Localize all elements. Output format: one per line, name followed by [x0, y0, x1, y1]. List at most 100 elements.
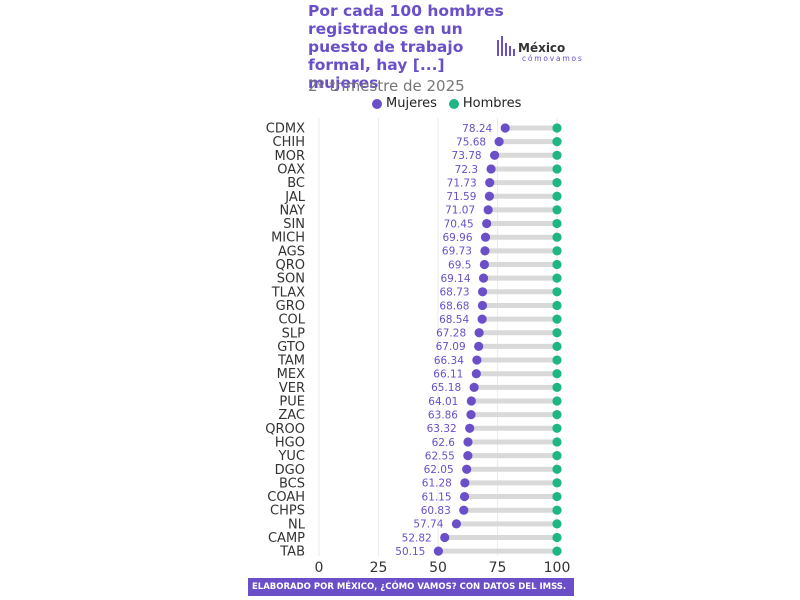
x-tick-label: 0 [315, 560, 324, 576]
x-tick-label: 100 [544, 560, 571, 576]
mujeres-value-label: 62.6 [432, 437, 456, 449]
mujeres-value-label: 64.01 [428, 396, 458, 408]
mujeres-value-label: 67.09 [436, 341, 466, 353]
logo-sub-text: cómovamos [522, 54, 584, 63]
hombres-point [552, 451, 562, 461]
mujeres-value-label: 66.34 [434, 355, 464, 367]
hombres-point [552, 464, 562, 474]
legend-swatch-hombres [448, 98, 459, 109]
hombres-point [552, 287, 562, 297]
hombres-point [552, 546, 562, 556]
state-label: HGO [275, 435, 305, 450]
hombres-point [552, 300, 562, 311]
hombres-point [552, 382, 562, 392]
mujeres-value-label: 50.15 [395, 546, 425, 558]
hombres-point [552, 191, 562, 201]
mujeres-value-label: 63.86 [428, 409, 458, 421]
hombres-point [552, 178, 562, 188]
state-label: CAMP [268, 531, 305, 546]
mujeres-value-label: 69.73 [442, 246, 472, 258]
hombres-point [552, 150, 562, 160]
mujeres-value-label: 78.24 [462, 123, 492, 135]
hombres-point [552, 532, 562, 543]
hombres-point [552, 123, 562, 133]
mujeres-value-label: 68.68 [439, 300, 469, 312]
hombres-point [552, 232, 562, 242]
mujeres-value-label: 66.11 [433, 369, 463, 381]
chart-title: Por cada 100 hombres registrados en un p… [308, 2, 504, 92]
hombres-point [552, 218, 562, 229]
state-label: CHIH [273, 135, 305, 150]
mujeres-point [482, 218, 492, 229]
hombres-point [552, 410, 562, 420]
state-label: COAH [267, 490, 305, 505]
mujeres-value-label: 67.28 [436, 328, 466, 340]
hombres-point [552, 164, 562, 174]
mujeres-value-label: 61.15 [421, 491, 451, 503]
hombres-point [552, 355, 562, 365]
hombres-point [552, 478, 562, 488]
logo-main-text: México [518, 41, 566, 55]
mujeres-point [433, 546, 443, 556]
mujeres-point [474, 328, 484, 338]
mujeres-point [471, 369, 481, 379]
mujeres-value-label: 68.73 [440, 287, 470, 299]
state-label: MEX [277, 367, 305, 382]
source-footer: ELABORADO POR MÉXICO, ¿CÓMO VAMOS? CON D… [248, 578, 574, 596]
state-label: BC [287, 176, 305, 191]
mujeres-value-label: 73.78 [452, 150, 482, 162]
hombres-point [552, 396, 562, 406]
mujeres-point [477, 300, 488, 311]
state-label: GRO [276, 299, 305, 314]
mujeres-point [466, 396, 476, 406]
mujeres-point [485, 178, 495, 188]
state-label: MOR [275, 149, 305, 164]
mujeres-point [465, 423, 475, 433]
hombres-point [552, 273, 562, 283]
state-label: SLP [282, 326, 305, 341]
mujeres-point [463, 437, 473, 447]
state-label: TAM [277, 354, 305, 369]
mujeres-value-label: 68.54 [439, 314, 469, 326]
mexico-como-vamos-logo: México cómovamos [496, 34, 582, 66]
state-label: CDMX [266, 122, 305, 137]
mujeres-point [463, 451, 473, 461]
state-label: TLAX [271, 285, 305, 300]
legend-label-mujeres: Mujeres [386, 96, 437, 111]
state-label: JAL [284, 190, 305, 205]
state-label: NAY [279, 203, 305, 218]
mujeres-value-label: 71.73 [447, 177, 477, 189]
legend-item-mujeres: Mujeres [372, 96, 437, 111]
legend-item-hombres: Hombres [448, 96, 521, 111]
mujeres-point [478, 273, 489, 283]
x-tick-label: 25 [370, 560, 388, 576]
state-label: VER [279, 381, 305, 396]
hombres-point [552, 137, 562, 147]
hombres-point [552, 205, 562, 215]
hombres-point [552, 423, 562, 433]
hombres-point [552, 328, 562, 338]
state-label: BCS [279, 476, 305, 491]
mujeres-value-label: 71.59 [446, 191, 476, 203]
mujeres-point [486, 164, 496, 174]
state-label: DGO [275, 463, 305, 478]
hombres-point [552, 437, 562, 447]
state-label: CHPS [270, 504, 305, 519]
hombres-point [552, 519, 562, 529]
mujeres-point [494, 137, 504, 147]
mujeres-point [477, 287, 488, 297]
x-tick-label: 50 [429, 560, 447, 576]
hombres-point [552, 314, 562, 324]
state-label: NL [288, 517, 306, 532]
mujeres-value-label: 72.3 [455, 164, 478, 176]
chart-legend: Mujeres Hombres [372, 96, 521, 111]
mujeres-point [451, 519, 462, 529]
mujeres-point [459, 505, 469, 515]
mujeres-value-label: 57.74 [413, 519, 443, 531]
state-label: SIN [283, 217, 305, 232]
state-label: SON [277, 272, 305, 287]
mujeres-point [462, 464, 472, 474]
mujeres-value-label: 62.05 [424, 464, 454, 476]
mujeres-value-label: 61.28 [422, 478, 452, 490]
state-label: QROO [265, 422, 305, 437]
